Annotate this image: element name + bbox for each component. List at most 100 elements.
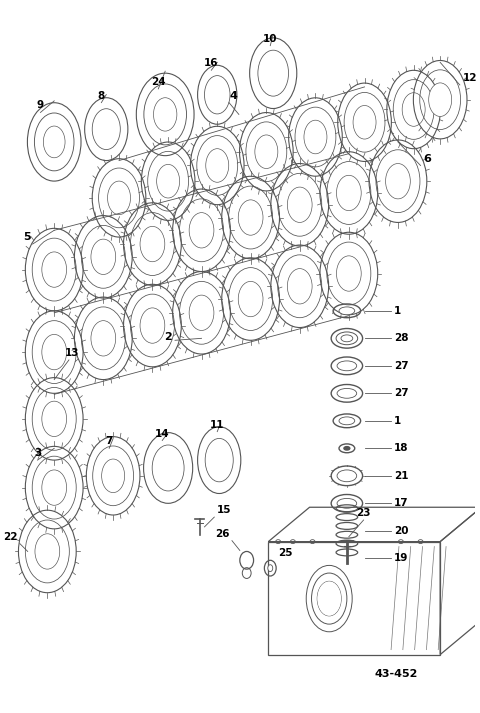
- Ellipse shape: [238, 200, 263, 235]
- Ellipse shape: [152, 445, 184, 491]
- Ellipse shape: [156, 165, 180, 198]
- Text: 25: 25: [278, 548, 293, 558]
- Ellipse shape: [21, 222, 87, 317]
- Text: 19: 19: [394, 553, 408, 563]
- Ellipse shape: [189, 295, 214, 330]
- Text: 2: 2: [164, 332, 172, 342]
- Text: 18: 18: [394, 443, 408, 453]
- Ellipse shape: [334, 78, 395, 167]
- Ellipse shape: [409, 55, 471, 145]
- Ellipse shape: [140, 308, 165, 343]
- Ellipse shape: [205, 438, 233, 482]
- Text: 26: 26: [216, 528, 230, 539]
- Ellipse shape: [92, 108, 120, 150]
- Text: 7: 7: [106, 436, 113, 446]
- Ellipse shape: [336, 175, 361, 210]
- Text: 6: 6: [423, 153, 432, 163]
- Text: 14: 14: [155, 429, 169, 438]
- Ellipse shape: [108, 181, 131, 215]
- Ellipse shape: [337, 389, 357, 399]
- Ellipse shape: [193, 420, 245, 501]
- Text: 24: 24: [151, 77, 166, 87]
- Ellipse shape: [339, 307, 355, 314]
- Ellipse shape: [88, 153, 150, 242]
- Text: 15: 15: [217, 505, 232, 515]
- Text: 16: 16: [204, 58, 218, 68]
- Ellipse shape: [193, 59, 241, 130]
- Ellipse shape: [204, 76, 230, 114]
- Ellipse shape: [383, 65, 444, 154]
- Ellipse shape: [285, 92, 346, 182]
- Ellipse shape: [120, 278, 185, 373]
- Text: 9: 9: [37, 101, 44, 111]
- Ellipse shape: [21, 371, 87, 466]
- Ellipse shape: [217, 252, 284, 347]
- Ellipse shape: [316, 146, 382, 240]
- Text: 28: 28: [394, 334, 408, 344]
- Ellipse shape: [236, 107, 297, 197]
- Ellipse shape: [217, 170, 284, 265]
- Ellipse shape: [35, 534, 60, 569]
- Ellipse shape: [337, 361, 357, 371]
- Text: 22: 22: [3, 532, 18, 542]
- Ellipse shape: [168, 183, 235, 277]
- Ellipse shape: [267, 158, 333, 252]
- Ellipse shape: [42, 470, 67, 506]
- Text: 4: 4: [230, 91, 238, 101]
- Text: 20: 20: [394, 525, 408, 536]
- Text: 12: 12: [463, 73, 477, 83]
- Ellipse shape: [187, 120, 248, 210]
- Ellipse shape: [429, 83, 452, 116]
- Ellipse shape: [206, 149, 229, 183]
- Ellipse shape: [14, 504, 80, 599]
- Text: 27: 27: [394, 361, 408, 371]
- Ellipse shape: [83, 431, 144, 520]
- Text: 21: 21: [394, 471, 408, 481]
- Ellipse shape: [189, 212, 214, 248]
- Ellipse shape: [42, 252, 67, 287]
- Text: 8: 8: [98, 91, 105, 101]
- Ellipse shape: [154, 98, 177, 131]
- Ellipse shape: [304, 120, 327, 154]
- Ellipse shape: [317, 581, 341, 616]
- Ellipse shape: [402, 93, 425, 126]
- Ellipse shape: [245, 31, 301, 116]
- Ellipse shape: [42, 401, 67, 436]
- Ellipse shape: [258, 50, 288, 96]
- Ellipse shape: [140, 226, 165, 262]
- Text: 5: 5: [23, 232, 31, 242]
- Ellipse shape: [137, 136, 199, 226]
- Ellipse shape: [288, 269, 312, 304]
- Ellipse shape: [21, 441, 87, 535]
- Text: 3: 3: [34, 448, 41, 458]
- Text: 1: 1: [394, 416, 401, 426]
- Ellipse shape: [43, 126, 65, 158]
- Text: 11: 11: [210, 420, 225, 430]
- Ellipse shape: [91, 239, 116, 275]
- Text: 1: 1: [394, 306, 401, 316]
- Ellipse shape: [168, 266, 235, 360]
- Ellipse shape: [353, 106, 376, 139]
- Ellipse shape: [339, 417, 355, 425]
- Ellipse shape: [288, 187, 312, 222]
- Text: 27: 27: [394, 389, 408, 399]
- Ellipse shape: [132, 67, 198, 162]
- Ellipse shape: [139, 426, 198, 511]
- Ellipse shape: [238, 282, 263, 317]
- Ellipse shape: [337, 498, 357, 508]
- Ellipse shape: [341, 335, 353, 342]
- Ellipse shape: [42, 334, 67, 370]
- Ellipse shape: [385, 163, 410, 199]
- Ellipse shape: [80, 91, 132, 167]
- Ellipse shape: [102, 459, 125, 493]
- Text: 23: 23: [356, 508, 371, 518]
- Ellipse shape: [24, 97, 85, 187]
- Text: 43-452: 43-452: [374, 669, 418, 679]
- Ellipse shape: [344, 446, 350, 450]
- Text: 17: 17: [394, 498, 408, 508]
- Ellipse shape: [267, 239, 333, 334]
- Ellipse shape: [337, 470, 357, 482]
- Ellipse shape: [70, 291, 136, 386]
- Text: 10: 10: [263, 34, 277, 43]
- Ellipse shape: [336, 256, 361, 291]
